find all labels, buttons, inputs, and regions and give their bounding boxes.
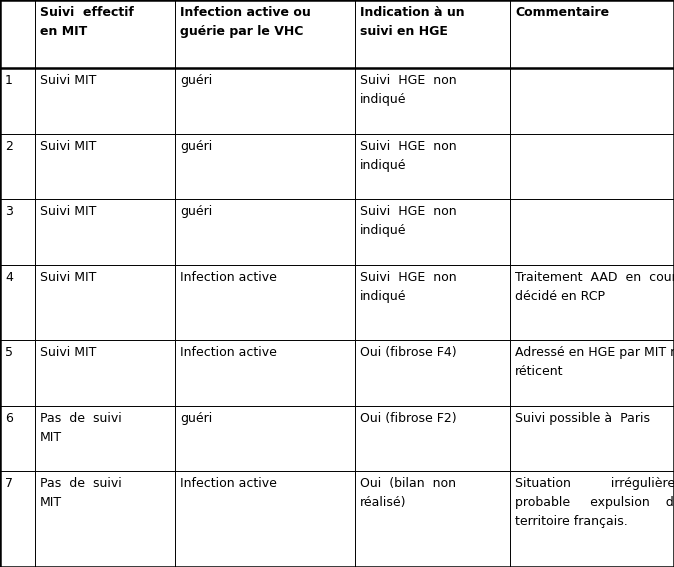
Text: Suivi  HGE  non
indiqué: Suivi HGE non indiqué xyxy=(360,271,456,303)
Text: Infection active: Infection active xyxy=(180,271,277,284)
Text: guéri: guéri xyxy=(180,140,212,153)
Text: 2: 2 xyxy=(5,140,13,153)
Text: Situation          irrégulière,
probable     expulsion    du
territoire français: Situation irrégulière, probable expulsio… xyxy=(515,477,674,528)
Text: Pas  de  suivi
MIT: Pas de suivi MIT xyxy=(40,412,122,444)
Text: Pas  de  suivi
MIT: Pas de suivi MIT xyxy=(40,477,122,509)
Text: Adressé en HGE par MIT mais
réticent: Adressé en HGE par MIT mais réticent xyxy=(515,346,674,378)
Text: Suivi MIT: Suivi MIT xyxy=(40,74,96,87)
Text: Oui  (bilan  non
réalisé): Oui (bilan non réalisé) xyxy=(360,477,456,509)
Text: Suivi  effectif
en MIT: Suivi effectif en MIT xyxy=(40,6,134,38)
Text: guéri: guéri xyxy=(180,74,212,87)
Text: Commentaire: Commentaire xyxy=(515,6,609,19)
Text: Suivi MIT: Suivi MIT xyxy=(40,346,96,359)
Text: Suivi MIT: Suivi MIT xyxy=(40,271,96,284)
Text: Suivi possible à  Paris: Suivi possible à Paris xyxy=(515,412,650,425)
Text: 1: 1 xyxy=(5,74,13,87)
Text: 3: 3 xyxy=(5,205,13,218)
Text: guéri: guéri xyxy=(180,205,212,218)
Text: Suivi  HGE  non
indiqué: Suivi HGE non indiqué xyxy=(360,140,456,172)
Text: Oui (fibrose F4): Oui (fibrose F4) xyxy=(360,346,456,359)
Text: Infection active: Infection active xyxy=(180,346,277,359)
Text: 4: 4 xyxy=(5,271,13,284)
Text: Infection active ou
guérie par le VHC: Infection active ou guérie par le VHC xyxy=(180,6,311,38)
Text: 7: 7 xyxy=(5,477,13,490)
Text: Suivi  HGE  non
indiqué: Suivi HGE non indiqué xyxy=(360,205,456,238)
Text: Suivi  HGE  non
indiqué: Suivi HGE non indiqué xyxy=(360,74,456,107)
Text: guéri: guéri xyxy=(180,412,212,425)
Text: 6: 6 xyxy=(5,412,13,425)
Text: Suivi MIT: Suivi MIT xyxy=(40,205,96,218)
Text: 5: 5 xyxy=(5,346,13,359)
Text: Indication à un
suivi en HGE: Indication à un suivi en HGE xyxy=(360,6,464,38)
Text: Suivi MIT: Suivi MIT xyxy=(40,140,96,153)
Text: Infection active: Infection active xyxy=(180,477,277,490)
Text: Traitement  AAD  en  cours
décidé en RCP: Traitement AAD en cours décidé en RCP xyxy=(515,271,674,303)
Text: Oui (fibrose F2): Oui (fibrose F2) xyxy=(360,412,456,425)
